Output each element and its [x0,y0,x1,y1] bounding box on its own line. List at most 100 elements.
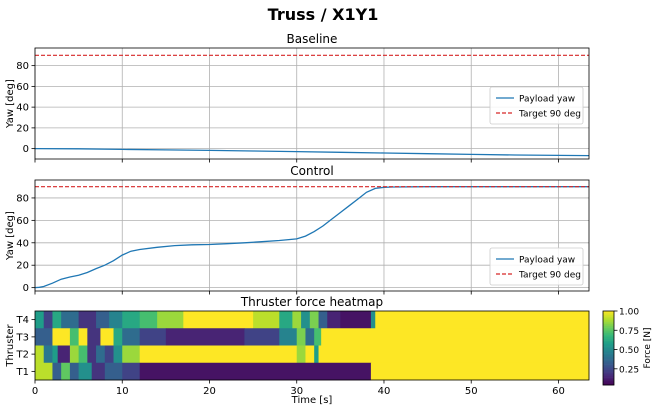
row-label: T1 [16,367,29,378]
colorbar-step [603,360,614,364]
heatmap-cell [375,311,590,329]
axes-frame [34,47,590,160]
colorbar-step [603,342,614,345]
colorbar-step [603,357,614,360]
colorbar-step [603,336,614,340]
heatmap-cell [43,311,53,329]
heatmap-cell [69,328,80,346]
heatmap-cell [318,311,328,329]
heatmap-cell [292,311,302,329]
colorbar-tick-label: 0.50 [619,346,639,356]
colorbar-step [603,340,614,343]
colorbar-frame [602,310,615,386]
colorbar-step [603,383,614,386]
heatmap-cell [43,345,53,364]
heatmap-cell [35,362,53,381]
y-tick-label: 40 [16,238,29,249]
heatmap-cell [96,345,106,364]
legend: Payload yaw Target 90 deg [489,86,584,125]
colorbar-step [603,335,614,338]
heatmap-cell [61,311,80,329]
heatmap-cell [61,362,71,381]
heatmap-cell [165,328,245,346]
row-label: T4 [16,315,29,326]
heatmap-cell [122,311,141,329]
y-tick-label: 80 [16,193,29,204]
x-tick-label: 30 [290,386,303,397]
heatmap-cell [35,311,45,329]
heatmap-cell [91,362,106,381]
colorbar-step [603,338,614,341]
colorbar-step [603,316,614,319]
heatmap-cell [35,328,53,346]
heatmap-cell [78,362,93,381]
axes-frame [34,179,590,292]
colorbar-step [603,348,614,351]
heatmap-cell [87,328,101,346]
colorbar-step [603,323,614,327]
heatmap-cell [52,311,62,329]
heatmap-cell [370,311,376,329]
heatmap-cell [52,328,71,346]
colorbar-step [603,351,614,354]
y-tick-label: 20 [16,123,29,134]
colorbar-step [603,379,614,382]
y-tick-label: 80 [16,61,29,72]
heatmap-cell [157,311,184,329]
y-tick-label: 40 [16,103,29,114]
heatmap-cell [139,362,372,381]
y-axis-label: Yaw [deg] [5,79,16,129]
colorbar-step [603,314,614,317]
colorbar-step [603,359,614,362]
y-tick-label: 60 [16,216,29,227]
heatmap-cell [52,345,59,364]
colorbar-step [603,312,614,315]
heatmap-cell [279,311,293,329]
colorbar-step [603,327,614,330]
colorbar-tick-label: 0.25 [619,365,639,375]
y-tick-label: 0 [23,144,29,155]
heatmap-cell [340,311,372,329]
heatmap-cell [57,345,71,364]
colorbar-step [603,329,614,332]
heatmap-cell [296,328,306,346]
heatmap-cell [314,328,322,346]
y-axis-label: Thruster [5,323,16,367]
heatmap-cell [305,328,315,346]
heatmap-cell [78,328,88,346]
colorbar-step [603,364,614,367]
heatmap-cell [122,345,141,364]
legend-label-1: Target 90 deg [518,271,581,281]
axes-frame [34,310,590,381]
x-tick-label: 20 [203,386,216,397]
colorbar-step [603,370,614,373]
x-tick-label: 10 [116,386,129,397]
heatmap-cell [244,328,280,346]
colorbar-step [603,333,614,336]
heatmap-cell [122,328,141,346]
heatmap-cell [183,311,254,329]
legend-label-0: Payload yaw [519,256,575,266]
colorbar-step [603,346,614,349]
legend-box [489,86,584,125]
heatmap-cell [296,345,306,364]
heatmap-cell [321,328,590,346]
series-line-0 [34,147,590,157]
heatmap-cell [139,311,158,329]
colorbar-step [603,344,614,347]
colorbar-step [603,331,614,334]
colorbar-step [603,349,614,352]
heatmap-cell [139,328,167,346]
x-tick-label: 50 [465,386,478,397]
colorbar-step [603,353,614,356]
heatmap-cell [104,362,123,381]
heatmap-cell [35,345,45,364]
colorbar-step [603,381,614,384]
series-line-0 [34,186,589,289]
heatmap-cell [122,362,141,381]
legend: Payload yaw Target 90 deg [489,247,584,286]
heatmap-cell [69,362,80,381]
heatmap-cell [113,328,123,346]
